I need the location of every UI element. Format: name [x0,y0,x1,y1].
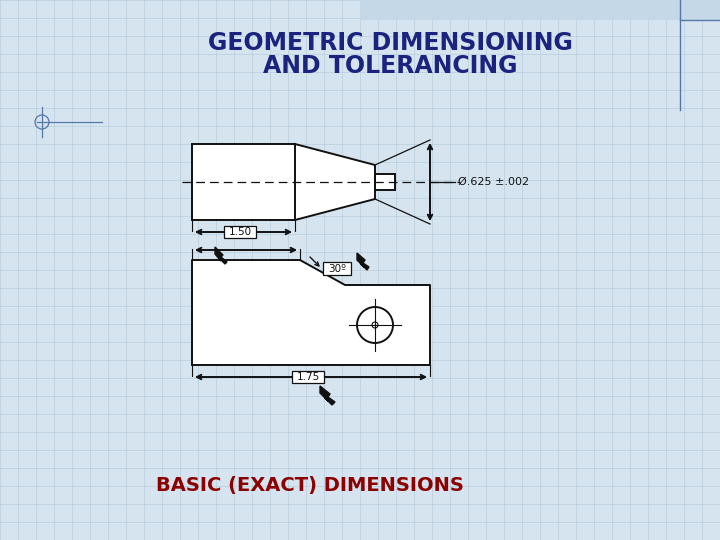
Text: Ø.625 ±.002: Ø.625 ±.002 [458,177,529,187]
Text: 1.50: 1.50 [228,227,251,237]
Text: GEOMETRIC DIMENSIONING: GEOMETRIC DIMENSIONING [207,31,572,55]
Bar [192,144,295,220]
Text: 30º: 30º [328,264,346,273]
Bar [224,226,256,238]
Bar [375,174,395,190]
Text: AND TOLERANCING: AND TOLERANCING [263,54,517,78]
Text: 1.75: 1.75 [297,372,320,382]
Polygon shape [320,386,335,405]
Polygon shape [295,144,375,220]
Polygon shape [357,253,369,270]
Bar [360,0,720,20]
Bar [323,262,351,275]
Bar [292,371,324,383]
Polygon shape [215,247,227,264]
Polygon shape [192,260,430,365]
Text: BASIC (EXACT) DIMENSIONS: BASIC (EXACT) DIMENSIONS [156,476,464,495]
